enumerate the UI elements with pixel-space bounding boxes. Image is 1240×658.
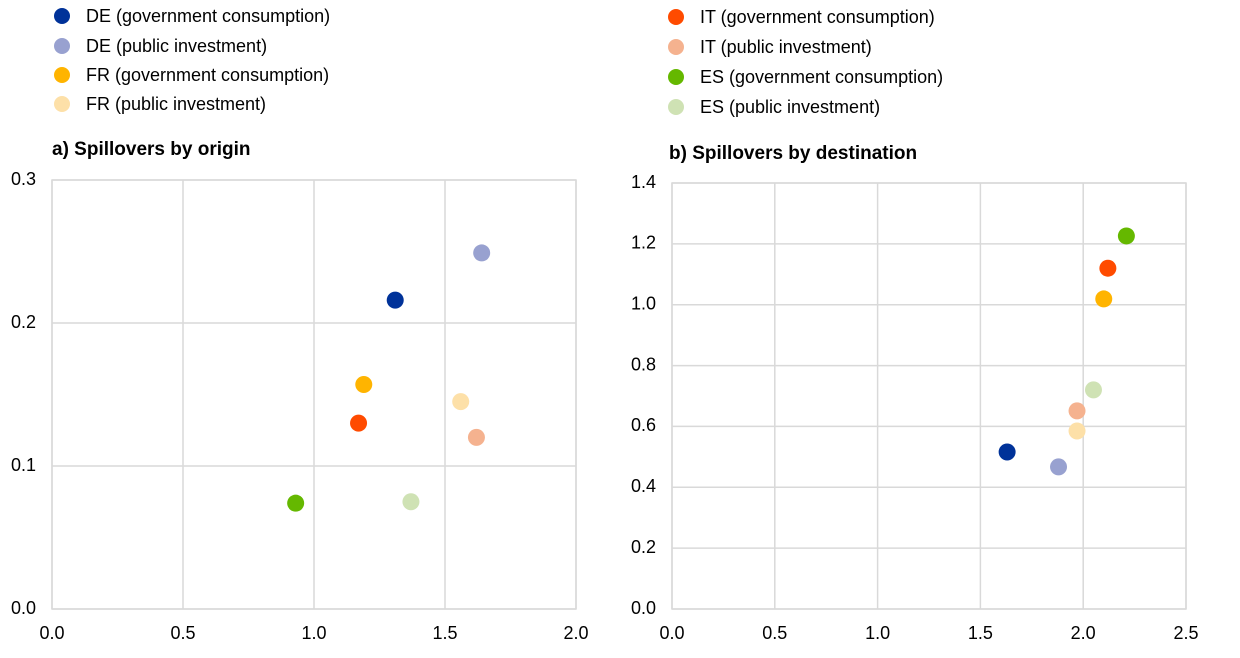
scatter-point [1095, 290, 1113, 308]
legend-swatch [54, 96, 70, 112]
scatter-point [1050, 458, 1068, 476]
legend-swatch [668, 9, 684, 25]
chart-title: a) Spillovers by origin [52, 139, 251, 160]
x-tick-label: 2.5 [1173, 623, 1198, 643]
x-tick-label: 1.0 [301, 623, 326, 643]
legend-swatch [668, 69, 684, 85]
legend-label: ES (public investment) [700, 97, 880, 117]
legend-swatch [668, 99, 684, 115]
scatter-point [1068, 422, 1086, 440]
scatter-point [402, 493, 420, 511]
x-tick-label: 1.5 [968, 623, 993, 643]
y-tick-label: 0.0 [631, 598, 656, 618]
y-tick-label: 0.4 [631, 476, 656, 496]
x-tick-label: 2.0 [1071, 623, 1096, 643]
y-tick-label: 0.1 [11, 455, 36, 475]
scatter-point [473, 244, 491, 262]
scatter-point [350, 414, 368, 432]
legend-label: ES (government consumption) [700, 67, 943, 87]
legend-label: FR (government consumption) [86, 65, 329, 85]
legend-swatch [54, 8, 70, 24]
y-tick-label: 0.8 [631, 354, 656, 374]
chart-title: b) Spillovers by destination [669, 143, 917, 164]
scatter-point [1117, 227, 1135, 245]
legend-swatch [54, 67, 70, 83]
scatter-point [1068, 402, 1086, 420]
x-tick-label: 0.0 [39, 623, 64, 643]
scatter-point [998, 443, 1016, 461]
y-tick-label: 1.4 [631, 172, 656, 192]
x-tick-label: 1.5 [432, 623, 457, 643]
scatter-point [287, 494, 305, 512]
scatter-point [467, 428, 485, 446]
legend-swatch [668, 39, 684, 55]
scatter-point [355, 375, 373, 393]
x-tick-label: 1.0 [865, 623, 890, 643]
x-tick-label: 0.0 [659, 623, 684, 643]
x-tick-label: 0.5 [170, 623, 195, 643]
plot-frame [671, 182, 1187, 610]
scatter-point [1084, 381, 1102, 399]
x-tick-label: 0.5 [762, 623, 787, 643]
scatter-point [452, 393, 470, 411]
legend-label: DE (government consumption) [86, 6, 330, 26]
y-tick-label: 1.2 [631, 233, 656, 253]
legend-label: FR (public investment) [86, 94, 266, 114]
y-tick-label: 0.2 [631, 537, 656, 557]
scatter-point [386, 291, 404, 309]
x-tick-label: 2.0 [563, 623, 588, 643]
y-tick-label: 0.6 [631, 415, 656, 435]
legend-label: IT (public investment) [700, 37, 872, 57]
y-tick-label: 0.3 [11, 169, 36, 189]
y-tick-label: 1.0 [631, 293, 656, 313]
legend-swatch [54, 38, 70, 54]
scatter-point [1099, 259, 1117, 277]
legend-label: DE (public investment) [86, 36, 267, 56]
legend-label: IT (government consumption) [700, 7, 935, 27]
y-tick-label: 0.2 [11, 312, 36, 332]
y-tick-label: 0.0 [11, 598, 36, 618]
